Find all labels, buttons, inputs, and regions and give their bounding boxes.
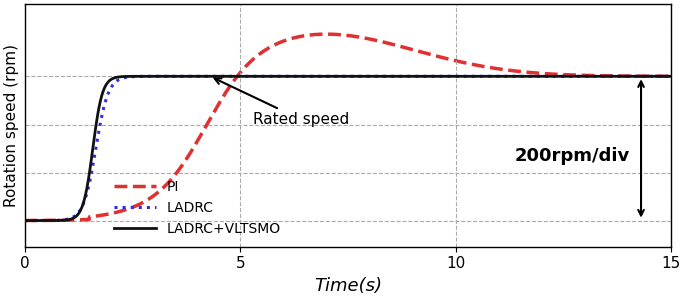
Text: 200rpm/div: 200rpm/div [514,147,630,165]
Legend: PI, LADRC, LADRC+VLTSMO: PI, LADRC, LADRC+VLTSMO [109,175,287,242]
Y-axis label: Rotation speed (rpm): Rotation speed (rpm) [4,44,19,207]
X-axis label: Time(s): Time(s) [314,277,382,295]
Text: Rated speed: Rated speed [214,78,349,127]
